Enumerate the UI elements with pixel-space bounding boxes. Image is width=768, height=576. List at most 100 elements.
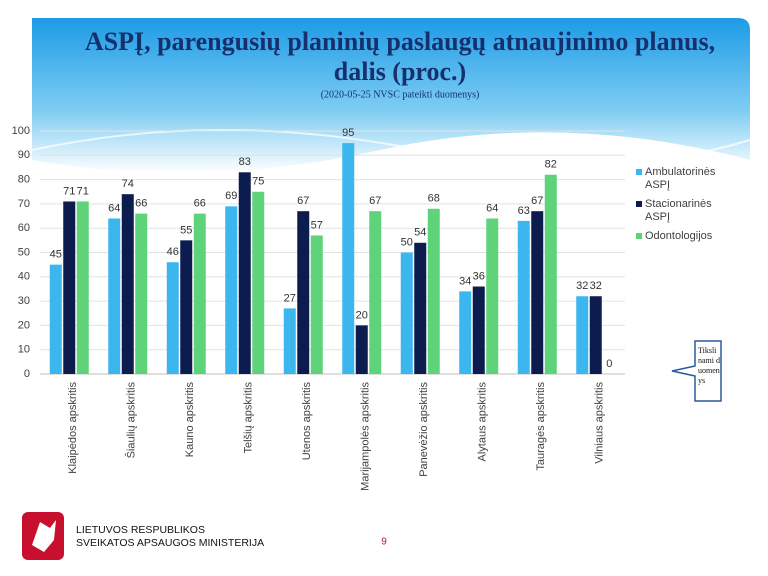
ministry-name: LIETUVOS RESPUBLIKOS (76, 524, 205, 536)
legend-label: Stacionarinės ASPĮ (645, 198, 712, 223)
chart-subtitle: (2020-05-25 NVSC pateikti duomenys) (321, 89, 480, 100)
annotation: Tikslinami duomenys (698, 346, 720, 385)
data-label: 64 (486, 202, 498, 214)
y-tick-label: 80 (18, 174, 30, 186)
data-label: 95 (342, 127, 354, 139)
data-label: 27 (284, 292, 296, 304)
bar (180, 240, 193, 374)
x-tick-label: Vilniaus apskritis (594, 382, 606, 464)
bar (283, 308, 296, 374)
data-label: 66 (135, 198, 147, 210)
title-line: dalis (proc.) (334, 57, 466, 86)
data-label: 66 (194, 198, 206, 210)
ministry-name: SVEIKATOS APSAUGOS MINISTERIJA (76, 537, 264, 549)
callout-shape (671, 340, 722, 402)
bar (544, 174, 557, 374)
bar (297, 211, 310, 374)
x-tick-label: Tauragės apskritis (535, 382, 547, 471)
bar (63, 201, 76, 374)
bar (531, 211, 544, 374)
bar (355, 325, 368, 374)
data-label: 32 (590, 280, 602, 292)
x-tick-label: Kauno apskritis (184, 382, 196, 458)
data-label: 82 (545, 159, 557, 171)
data-label: 67 (369, 195, 381, 207)
bar (427, 208, 440, 374)
bar (225, 206, 238, 374)
bar (108, 218, 121, 374)
data-label: 20 (356, 309, 368, 321)
bar (486, 218, 499, 374)
y-tick-label: 40 (18, 271, 30, 283)
data-label: 71 (63, 185, 75, 197)
logo-knight (32, 520, 56, 552)
bar (459, 291, 472, 374)
legend-swatch (636, 233, 642, 239)
data-label: 75 (252, 176, 264, 188)
bar (342, 143, 355, 374)
y-tick-label: 50 (18, 246, 30, 258)
bar (238, 172, 251, 374)
legend-item: Ambulatorinės ASPĮ (636, 166, 716, 192)
y-tick-label: 10 (18, 344, 30, 356)
y-tick-label: 30 (18, 295, 30, 307)
legend-item: Odontologijos (636, 230, 716, 243)
x-tick-label: Utenos apskritis (301, 382, 313, 461)
bar (49, 264, 62, 374)
y-tick-label: 0 (24, 368, 30, 380)
legend-swatch (636, 169, 642, 175)
data-label: 67 (297, 195, 309, 207)
bar (76, 201, 89, 374)
x-tick-label: Klaipėdos apskritis (67, 382, 79, 474)
title-line: ASPĮ, parengusių planinių paslaugų atnau… (85, 27, 715, 56)
data-label: 69 (225, 190, 237, 202)
legend-label: Odontologijos (645, 230, 713, 242)
y-tick-label: 70 (18, 198, 30, 210)
bar (589, 296, 602, 374)
data-label: 46 (167, 246, 179, 258)
bar (121, 194, 134, 374)
x-tick-label: Telšių apskritis (243, 382, 255, 454)
y-tick-label: 20 (18, 319, 30, 331)
legend-swatch (636, 201, 642, 207)
y-tick-label: 90 (18, 149, 30, 161)
x-tick-label: Marijampolės apskritis (360, 382, 372, 491)
legend-label: Ambulatorinės ASPĮ (645, 166, 716, 191)
data-label: 54 (414, 227, 426, 239)
data-label: 0 (606, 358, 612, 370)
data-label: 55 (180, 224, 192, 236)
y-tick-label: 60 (18, 222, 30, 234)
header-wave (31, 129, 751, 167)
bar (576, 296, 589, 374)
bar (135, 213, 148, 374)
bar (414, 242, 427, 374)
data-label: 36 (473, 270, 485, 282)
bar (166, 262, 179, 374)
page-number: 9 (381, 537, 387, 548)
bar (310, 235, 323, 374)
data-label: 74 (122, 178, 134, 190)
bar (193, 213, 206, 374)
x-tick-label: Alytaus apskritis (477, 382, 489, 462)
data-label: 63 (518, 205, 530, 217)
bar (252, 191, 265, 374)
bar (517, 220, 530, 374)
data-label: 83 (239, 156, 251, 168)
bar (400, 252, 413, 374)
bar (369, 211, 382, 374)
data-label: 34 (459, 275, 471, 287)
x-tick-label: Panevėžio apskritis (418, 382, 430, 477)
y-tick-label: 100 (12, 125, 30, 137)
data-label: 32 (576, 280, 588, 292)
data-label: 68 (428, 193, 440, 205)
data-label: 64 (108, 202, 120, 214)
data-label: 71 (77, 185, 89, 197)
data-label: 50 (401, 236, 413, 248)
data-label: 57 (311, 219, 323, 231)
bar (472, 286, 485, 374)
x-tick-label: Šiaulių apskritis (125, 382, 138, 459)
chart-title: ASPĮ, parengusių planinių paslaugų atnau… (85, 27, 715, 86)
legend-item: Stacionarinės ASPĮ (636, 198, 716, 224)
